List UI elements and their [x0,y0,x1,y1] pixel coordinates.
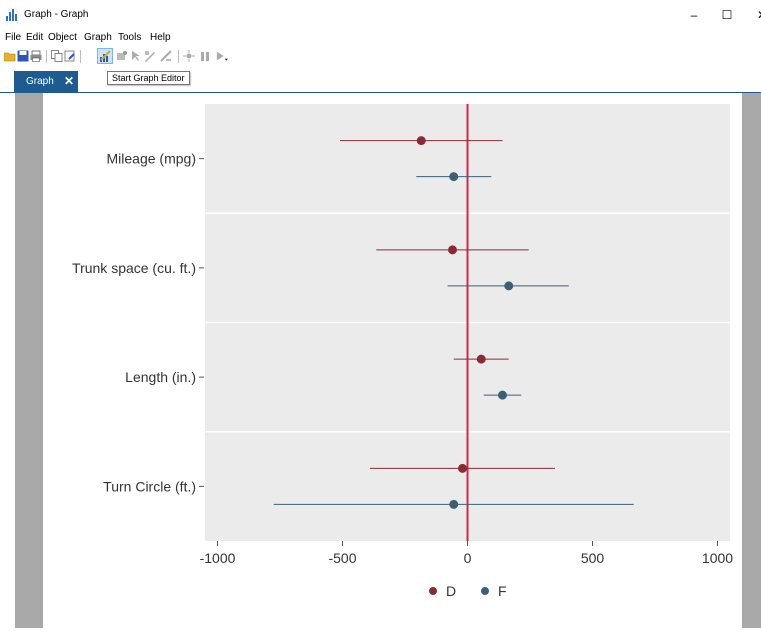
add-line-icon[interactable] [160,50,172,62]
x-tick-label: 500 [581,550,605,566]
point-estimate-D [476,354,486,364]
x-tick-label: -500 [328,550,356,566]
coefficient-plot[interactable]: Mileage (mpg) Trunk space (cu. ft.) Length… [43,93,742,628]
toolbar-separator [178,50,179,63]
menu-edit[interactable]: Edit [26,32,44,43]
close-tab-icon[interactable]: ✕ [64,74,75,88]
y-tick-label: Length (in.) [125,369,196,385]
menu-file[interactable]: File [5,32,22,43]
x-tick-label: 1000 [702,550,733,566]
point-estimate-D [458,463,467,473]
point-estimate-D [448,245,457,255]
graph-editor-tooltip: Start Graph Editor [107,71,190,85]
point-estimate-F [504,281,514,291]
y-tick-label: Mileage (mpg) [107,151,196,167]
print-icon[interactable] [30,50,42,62]
left-gutter [15,93,43,628]
save-icon[interactable] [17,50,29,62]
graph-region: Mileage (mpg) Trunk space (cu. ft.) Length… [43,93,742,628]
point-estimate-F [449,172,459,182]
menu-tools[interactable]: Tools [118,32,142,43]
menu-bar: File Edit Object Graph Tools Help [0,30,761,48]
add-marker-icon[interactable] [183,50,195,62]
point-estimate-D [416,136,426,146]
title-bar: Graph - Graph – ☐ ✕ [0,0,761,30]
toolbar-separator [80,50,81,63]
window-title: Graph - Graph [24,9,89,20]
play-icon[interactable] [216,50,228,62]
close-window-button[interactable]: ✕ [750,5,761,25]
right-gutter [742,93,761,628]
point-estimate-F [449,499,459,509]
legend-marker-D [429,587,437,595]
graph-app-icon [6,9,20,21]
legend-marker-F [481,587,489,595]
add-text-icon[interactable] [144,50,156,62]
legend-label-D: D [446,583,456,599]
save-as-icon[interactable] [64,50,76,62]
recorder-icon[interactable] [116,50,128,62]
menu-object[interactable]: Object [48,32,77,43]
x-tick-label: 0 [464,550,472,566]
tab-graph-label: Graph [26,76,54,87]
copy-icon[interactable] [51,50,63,62]
graph-editor-icon[interactable] [97,48,113,64]
menu-help[interactable]: Help [150,32,171,43]
y-tick-label: Trunk space (cu. ft.) [72,260,196,276]
legend-label-F: F [498,583,507,599]
toolbar-separator [46,50,47,63]
x-tick-label: -1000 [200,550,236,566]
menu-graph[interactable]: Graph [84,32,112,43]
tab-graph[interactable]: Graph ✕ [14,71,78,92]
point-estimate-F [498,390,507,400]
pointer-icon[interactable] [130,50,142,62]
toolbar [0,48,761,66]
pause-icon[interactable] [199,50,211,62]
maximize-button[interactable]: ☐ [721,8,733,22]
open-icon[interactable] [4,50,16,62]
tab-strip: Graph ✕ [0,70,761,93]
minimize-button[interactable]: – [690,8,698,22]
y-tick-label: Turn Circle (ft.) [103,478,196,494]
